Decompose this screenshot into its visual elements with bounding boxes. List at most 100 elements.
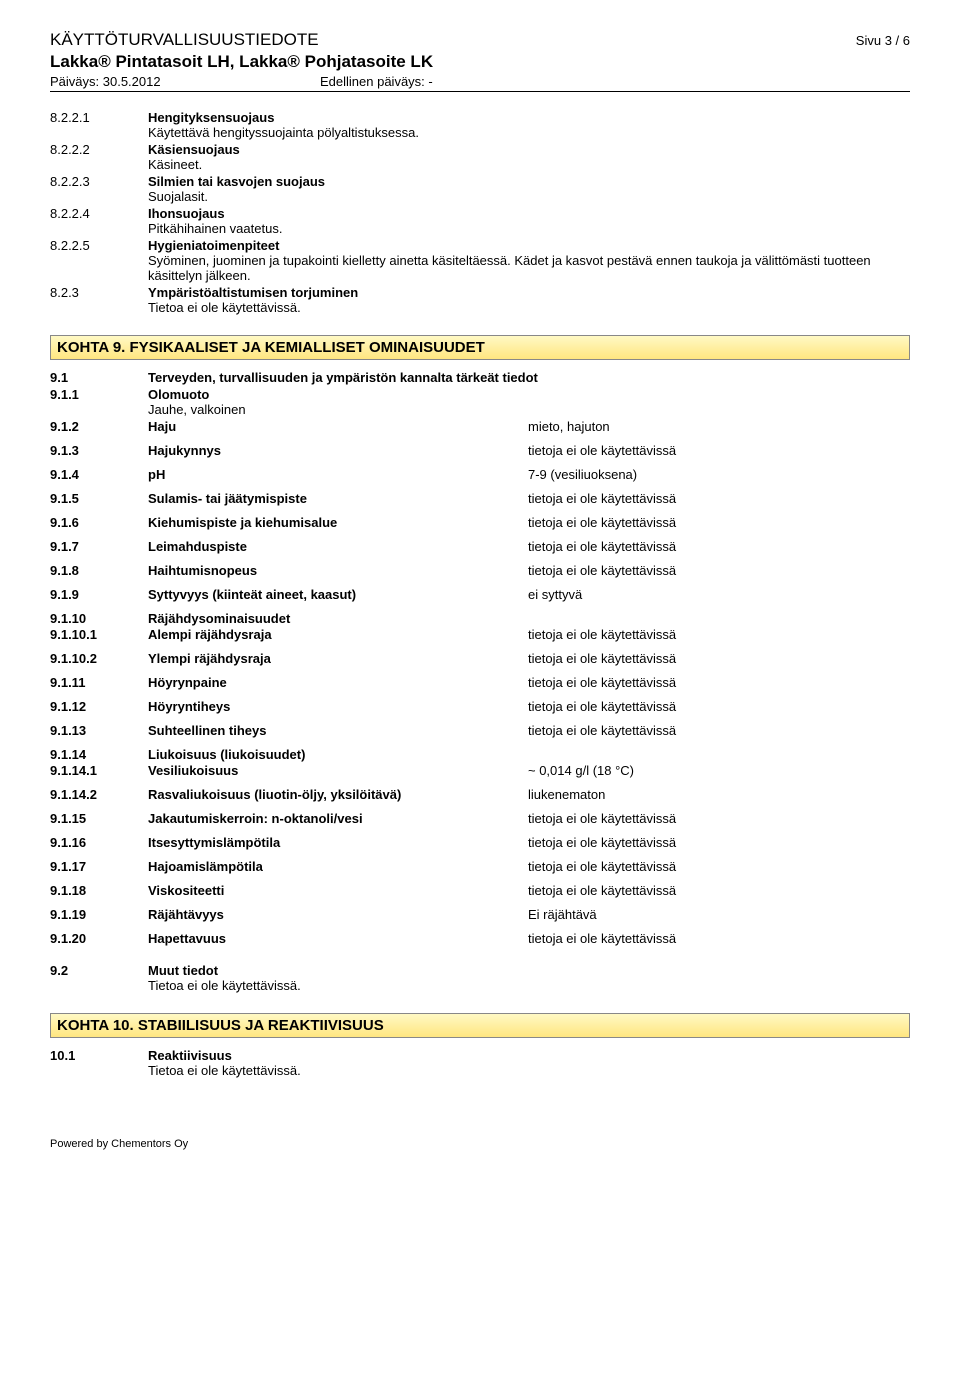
row-label: Muut tiedot (148, 963, 218, 978)
row-value: Ei räjähtävä (528, 907, 910, 922)
property-row: 9.1.8Haihtumisnopeustietoja ei ole käyte… (50, 563, 910, 578)
row-label: Terveyden, turvallisuuden ja ympäristön … (148, 370, 538, 385)
row-desc: Syöminen, juominen ja tupakointi kiellet… (148, 253, 910, 283)
row-value: tietoja ei ole käytettävissä (528, 723, 910, 738)
property-row: 9.1.2Hajumieto, hajuton (50, 419, 910, 434)
row-number: 9.1.3 (50, 443, 148, 458)
row-number: 9.1.12 (50, 699, 148, 714)
property-row: 9.1.9Syttyvyys (kiinteät aineet, kaasut)… (50, 587, 910, 602)
row-label: Viskositeetti (148, 883, 528, 898)
row-label: Höyrynpaine (148, 675, 528, 690)
row-label: Syttyvyys (kiinteät aineet, kaasut) (148, 587, 528, 602)
row-label: Räjähdysominaisuudet (148, 611, 528, 626)
property-row: 9.1.4pH7-9 (vesiliuoksena) (50, 467, 910, 482)
row-desc: Tietoa ei ole käytettävissä. (148, 1063, 910, 1078)
property-row: 9.1.19RäjähtävyysEi räjähtävä (50, 907, 910, 922)
property-row: 9.1.20Hapettavuustietoja ei ole käytettä… (50, 931, 910, 946)
row-desc: Käsineet. (148, 157, 910, 172)
row-number: 9.1.18 (50, 883, 148, 898)
property-row: 9.1.17Hajoamislämpötilatietoja ei ole kä… (50, 859, 910, 874)
row-value: tietoja ei ole käytettävissä (528, 627, 910, 642)
property-row: 9.1.3Hajukynnystietoja ei ole käytettävi… (50, 443, 910, 458)
row-number: 9.1.1 (50, 387, 148, 417)
row-label: Ympäristöaltistumisen torjuminen (148, 285, 358, 300)
row-number: 8.2.3 (50, 285, 148, 315)
row-label: Hajukynnys (148, 443, 528, 458)
row-label: Sulamis- tai jäätymispiste (148, 491, 528, 506)
row-value: tietoja ei ole käytettävissä (528, 651, 910, 666)
row-label: Suhteellinen tiheys (148, 723, 528, 738)
row-number: 9.1.17 (50, 859, 148, 874)
row-number: 9.1.15 (50, 811, 148, 826)
row-label: Höyryntiheys (148, 699, 528, 714)
section-8-item: 8.2.2.5HygieniatoimenpiteetSyöminen, juo… (50, 238, 910, 283)
row-value: tietoja ei ole käytettävissä (528, 699, 910, 714)
row-number: 9.2 (50, 963, 148, 993)
row-label: Hajoamislämpötila (148, 859, 528, 874)
row-value: tietoja ei ole käytettävissä (528, 539, 910, 554)
property-row: 9.1.14.1Vesiliukoisuus~ 0,014 g/l (18 °C… (50, 763, 910, 778)
property-row: 9.1.10.1Alempi räjähdysrajatietoja ei ol… (50, 627, 910, 642)
row-value: tietoja ei ole käytettävissä (528, 563, 910, 578)
row-label: Olomuoto (148, 387, 209, 402)
property-row: 9.1.7Leimahduspistetietoja ei ole käytet… (50, 539, 910, 554)
property-row: 9.1.15Jakautumiskerroin: n-oktanoli/vesi… (50, 811, 910, 826)
row-number: 8.2.2.1 (50, 110, 148, 140)
row-value: tietoja ei ole käytettävissä (528, 811, 910, 826)
section-9-properties-3: 9.1.14.1Vesiliukoisuus~ 0,014 g/l (18 °C… (50, 763, 910, 955)
row-label: Liukoisuus (liukoisuudet) (148, 747, 528, 762)
row-value: tietoja ei ole käytettävissä (528, 443, 910, 458)
row-number: 9.1.10.2 (50, 651, 148, 666)
property-row: 9.1.16Itsesyttymislämpötilatietoja ei ol… (50, 835, 910, 850)
subsection-heading: 9.1.10 Räjähdysominaisuudet (50, 611, 910, 626)
row-number: 9.1.14 (50, 747, 148, 762)
row-number: 9.1.11 (50, 675, 148, 690)
row-number: 8.2.2.2 (50, 142, 148, 172)
row-number: 8.2.2.3 (50, 174, 148, 204)
section-8-item: 8.2.2.2KäsiensuojausKäsineet. (50, 142, 910, 172)
row-label: Jakautumiskerroin: n-oktanoli/vesi (148, 811, 528, 826)
row-value: tietoja ei ole käytettävissä (528, 883, 910, 898)
row-number: 9.1.4 (50, 467, 148, 482)
previous-date: Edellinen päiväys: - (320, 74, 433, 89)
row-label: pH (148, 467, 528, 482)
row-value: tietoja ei ole käytettävissä (528, 515, 910, 530)
row-value: tietoja ei ole käytettävissä (528, 491, 910, 506)
row-label: Ihonsuojaus (148, 206, 225, 221)
row-number: 9.1.2 (50, 419, 148, 434)
row-value: ~ 0,014 g/l (18 °C) (528, 763, 910, 778)
property-row: 9.1.10.2Ylempi räjähdysrajatietoja ei ol… (50, 651, 910, 666)
date-row: Päiväys: 30.5.2012 Edellinen päiväys: - (50, 74, 910, 89)
row-number: 9.1.10 (50, 611, 148, 626)
property-row: 9.1.5Sulamis- tai jäätymispistetietoja e… (50, 491, 910, 506)
row-desc: Tietoa ei ole käytettävissä. (148, 978, 910, 993)
row-label: Reaktiivisuus (148, 1048, 232, 1063)
row-label: Leimahduspiste (148, 539, 528, 554)
row-desc: Jauhe, valkoinen (148, 402, 910, 417)
row-number: 9.1.8 (50, 563, 148, 578)
row-desc: Tietoa ei ole käytettävissä. (148, 300, 910, 315)
issue-date: Päiväys: 30.5.2012 (50, 74, 320, 89)
document-header: KÄYTTÖTURVALLISUUSTIEDOTE Sivu 3 / 6 (50, 30, 910, 50)
row-label: Alempi räjähdysraja (148, 627, 528, 642)
subsection-heading: 9.1.14 Liukoisuus (liukoisuudet) (50, 747, 910, 762)
product-title: Lakka® Pintatasoit LH, Lakka® Pohjatasoi… (50, 52, 910, 72)
header-divider (50, 91, 910, 92)
row-value: 7-9 (vesiliuoksena) (528, 467, 910, 482)
row-label: Kiehumispiste ja kiehumisalue (148, 515, 528, 530)
row-value: tietoja ei ole käytettävissä (528, 859, 910, 874)
property-row: 9.1.18Viskositeettitietoja ei ole käytet… (50, 883, 910, 898)
row-number: 9.1.6 (50, 515, 148, 530)
row-label: Silmien tai kasvojen suojaus (148, 174, 325, 189)
property-row: 9.1.14.2Rasvaliukoisuus (liuotin-öljy, y… (50, 787, 910, 802)
section-9-properties-1: 9.1.2Hajumieto, hajuton9.1.3Hajukynnysti… (50, 419, 910, 611)
row-number: 9.1.20 (50, 931, 148, 946)
row-number: 9.1.14.1 (50, 763, 148, 778)
row-number: 9.1.13 (50, 723, 148, 738)
doc-type: KÄYTTÖTURVALLISUUSTIEDOTE (50, 30, 319, 50)
row-label: Ylempi räjähdysraja (148, 651, 528, 666)
row-label: Rasvaliukoisuus (liuotin-öljy, yksilöitä… (148, 787, 528, 802)
section-9-intro: 9.1Terveyden, turvallisuuden ja ympärist… (50, 370, 910, 417)
section-9-properties-2: 9.1.10.1Alempi räjähdysrajatietoja ei ol… (50, 627, 910, 747)
property-row: 9.1.6Kiehumispiste ja kiehumisaluetietoj… (50, 515, 910, 530)
